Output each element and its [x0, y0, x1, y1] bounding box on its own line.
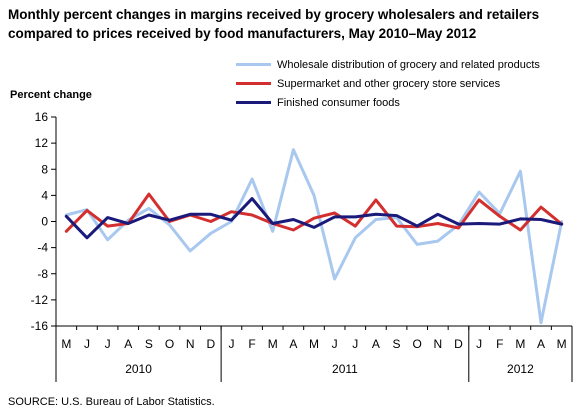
y-tick-label: -8 — [37, 267, 48, 281]
y-axis-label: Percent change — [10, 89, 92, 101]
legend-item-wholesale: Wholesale distribution of grocery and re… — [236, 55, 540, 74]
x-tick-label: F — [496, 337, 503, 351]
legend-label-finished-foods: Finished consumer foods — [277, 96, 400, 109]
y-tick-label: 0 — [41, 215, 48, 229]
legend: Wholesale distribution of grocery and re… — [236, 55, 540, 112]
y-tick-label: -12 — [31, 293, 49, 307]
x-tick-label: M — [515, 337, 525, 351]
legend-label-wholesale: Wholesale distribution of grocery and re… — [277, 58, 540, 71]
y-tick-label: 4 — [41, 188, 48, 202]
x-tick-label: N — [186, 337, 195, 351]
x-tick-label: M — [61, 337, 71, 351]
legend-label-supermarket: Supermarket and other grocery store serv… — [277, 77, 501, 90]
x-tick-label: A — [124, 337, 132, 351]
legend-swatch-finished-foods — [236, 101, 271, 104]
series-line-1 — [64, 192, 564, 233]
x-tick-label: J — [105, 337, 111, 351]
x-tick-label: S — [145, 337, 153, 351]
legend-swatch-wholesale — [236, 63, 271, 66]
year-label: 2010 — [125, 362, 152, 376]
x-tick-label: M — [309, 337, 319, 351]
legend-swatch-supermarket — [236, 82, 271, 85]
x-tick-label: A — [537, 337, 545, 351]
chart-title: Monthly percent changes in margins recei… — [8, 7, 540, 41]
series-line-0 — [64, 148, 564, 325]
x-tick-label: S — [393, 337, 401, 351]
year-label: 2012 — [507, 362, 534, 376]
x-tick-label: J — [84, 337, 90, 351]
x-tick-label: J — [332, 337, 338, 351]
x-tick-label: M — [268, 337, 278, 351]
x-tick-label: O — [413, 337, 422, 351]
year-label: 2011 — [332, 362, 358, 376]
x-tick-label: F — [248, 337, 255, 351]
x-tick-label: J — [228, 337, 234, 351]
y-tick-label: -4 — [37, 241, 48, 255]
y-tick-label: 16 — [35, 110, 49, 124]
x-tick-label: N — [434, 337, 443, 351]
x-tick-label: J — [352, 337, 358, 351]
y-tick-label: 12 — [35, 136, 49, 150]
legend-item-supermarket: Supermarket and other grocery store serv… — [236, 74, 540, 93]
x-tick-label: D — [454, 337, 463, 351]
x-tick-label: O — [165, 337, 174, 351]
x-tick-label: A — [372, 337, 380, 351]
x-tick-label: M — [557, 337, 567, 351]
x-tick-label: J — [476, 337, 482, 351]
y-tick-label: -16 — [31, 319, 49, 333]
y-tick-label: 8 — [41, 162, 48, 176]
source-note: SOURCE: U.S. Bureau of Labor Statistics. — [8, 396, 215, 408]
series-line-2 — [64, 197, 564, 240]
legend-item-finished-foods: Finished consumer foods — [236, 93, 540, 112]
x-tick-label: D — [206, 337, 215, 351]
x-tick-label: A — [289, 337, 297, 351]
